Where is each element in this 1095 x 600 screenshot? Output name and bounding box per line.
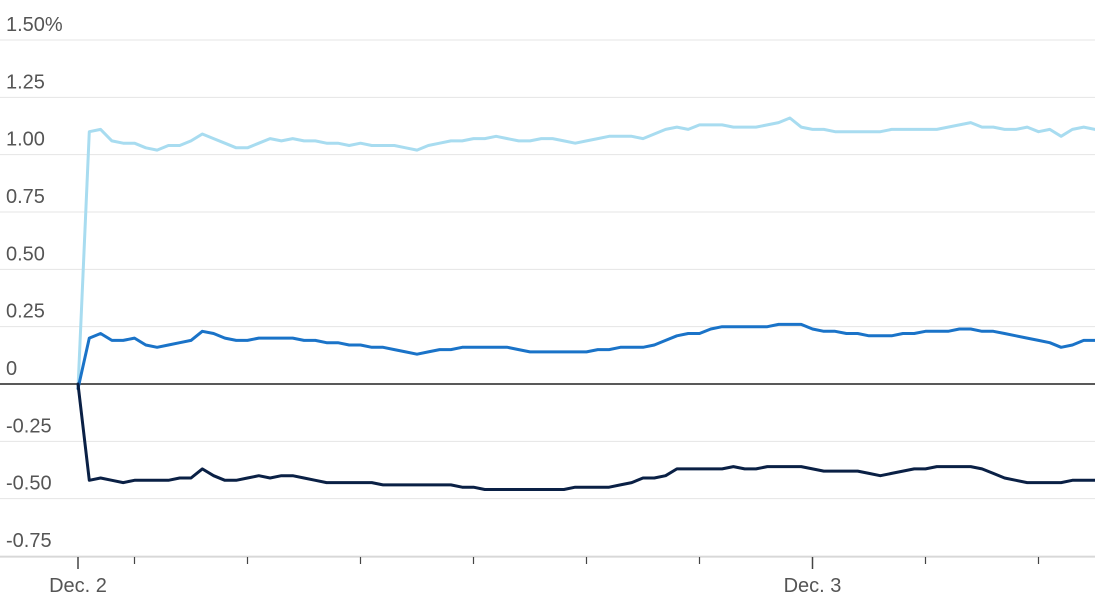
y-axis-tick-labels: 1.50% 1.25 1.00 0.75 0.50 0.25 0 -0.25 -0.50 -0.7… — [6, 14, 63, 552]
y-tick-label: -0.25 — [6, 415, 52, 437]
y-tick-label: 1.00 — [6, 129, 45, 151]
x-tick-label: Dec. 3 — [784, 575, 842, 597]
y-tick-label: 0.50 — [6, 243, 45, 265]
grid-lines — [0, 39, 1095, 557]
y-tick-label: 0 — [6, 358, 17, 380]
series-line-light — [76, 116, 1095, 391]
x-tick-label: Dec. 2 — [49, 575, 107, 597]
y-tick-label: 0.25 — [6, 301, 45, 323]
series-line-mid — [76, 322, 1095, 391]
series-lines — [76, 116, 1095, 491]
y-tick-label: 1.25 — [6, 71, 45, 93]
x-axis: Dec. 2 Dec. 3 — [0, 556, 1095, 597]
y-tick-label: -0.50 — [6, 473, 52, 495]
y-tick-label: 0.75 — [6, 186, 45, 208]
series-line-dark — [76, 382, 1095, 491]
y-tick-label: 1.50% — [6, 14, 63, 36]
y-tick-label: -0.75 — [6, 530, 52, 552]
